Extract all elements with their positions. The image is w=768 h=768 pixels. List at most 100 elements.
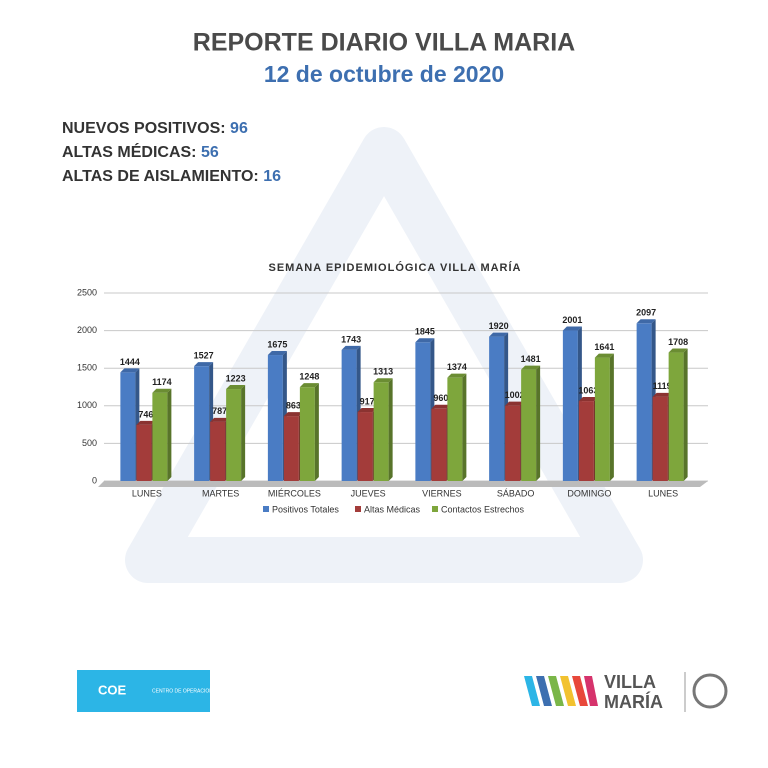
- coe-logo: [77, 670, 210, 712]
- y-tick-label: 500: [82, 438, 97, 448]
- bar-side: [241, 385, 246, 481]
- data-label: 1313: [373, 367, 393, 377]
- legend-swatch: [355, 506, 361, 512]
- data-label: 787: [212, 406, 227, 416]
- bar-top: [521, 365, 541, 370]
- stat-label: NUEVOS POSITIVOS:: [62, 120, 226, 137]
- x-tick-label: SÁBADO: [497, 488, 535, 498]
- seal: [692, 673, 728, 709]
- stat-label: ALTAS DE AISLAMIENTO:: [62, 168, 259, 185]
- data-label: 1920: [489, 321, 509, 331]
- bar: [373, 382, 389, 481]
- bar: [521, 369, 537, 481]
- legend-label: Positivos Totales: [272, 504, 339, 514]
- date: 12 de octubre de 2020: [264, 61, 504, 87]
- x-tick-label: MIÉRCOLES: [268, 488, 321, 498]
- stat: ALTAS MÉDICAS: 56: [62, 142, 219, 161]
- data-label: 2001: [562, 315, 582, 325]
- bar: [357, 412, 373, 481]
- bar-top: [505, 401, 525, 406]
- data-label: 863: [286, 400, 301, 410]
- stats: NUEVOS POSITIVOS: 96 ALTAS MÉDICAS: 56 A…: [62, 120, 281, 185]
- bar: [505, 405, 521, 481]
- bar: [120, 372, 136, 481]
- y-tick-label: 2000: [77, 325, 97, 335]
- bar: [415, 342, 431, 481]
- y-tick-label: 0: [92, 475, 97, 485]
- stat: NUEVOS POSITIVOS: 96: [62, 120, 248, 137]
- bar-top: [668, 348, 688, 353]
- data-label: 1223: [226, 373, 246, 383]
- x-tick-label: VIERNES: [422, 488, 462, 498]
- bar: [652, 396, 668, 481]
- x-tick-label: DOMINGO: [567, 488, 611, 498]
- city-text: VILLA: [604, 672, 656, 692]
- bar-top: [283, 412, 303, 417]
- data-label: 1374: [447, 362, 467, 372]
- bar-top: [578, 397, 598, 402]
- bar-top: [652, 392, 672, 397]
- legend-label: Contactos Estrechos: [441, 504, 525, 514]
- bar-side: [167, 388, 172, 481]
- bar-side: [536, 365, 541, 481]
- bar: [210, 421, 226, 481]
- city-text: MARÍA: [604, 691, 663, 712]
- data-label: 1174: [152, 377, 172, 387]
- data-label: 1708: [668, 337, 688, 347]
- data-label: 1481: [521, 354, 541, 364]
- legend-swatch: [432, 506, 438, 512]
- data-label: 1743: [341, 334, 361, 344]
- bar: [341, 349, 357, 481]
- data-label: 1063: [578, 385, 598, 395]
- bar-top: [447, 373, 467, 378]
- stat-value: 56: [201, 144, 219, 161]
- data-label: 1444: [120, 357, 140, 367]
- x-tick-label: LUNES: [132, 488, 162, 498]
- data-label: 746: [138, 409, 153, 419]
- x-tick-label: LUNES: [648, 488, 678, 498]
- bar: [267, 355, 283, 481]
- data-label: 1002: [505, 390, 525, 400]
- bar: [562, 330, 578, 481]
- bar: [636, 323, 652, 481]
- bar-top: [136, 420, 156, 425]
- stat-value: 16: [263, 168, 281, 185]
- legend-label: Altas Médicas: [364, 504, 421, 514]
- bar-top: [594, 353, 614, 358]
- bar-side: [609, 353, 614, 481]
- bar-top: [194, 362, 214, 367]
- city-logo-mark: [524, 676, 598, 706]
- data-label: 1527: [194, 351, 214, 361]
- stat-value: 96: [230, 120, 248, 137]
- bar-top: [299, 383, 319, 388]
- bar-top: [373, 378, 393, 383]
- bar: [194, 366, 210, 481]
- data-label: 1248: [299, 372, 319, 382]
- data-label: 1641: [594, 342, 614, 352]
- stat: ALTAS DE AISLAMIENTO: 16: [62, 168, 281, 185]
- legend-swatch: [263, 506, 269, 512]
- bar: [226, 389, 242, 481]
- y-tick-label: 1000: [77, 400, 97, 410]
- chart-title: SEMANA EPIDEMIOLÓGICA VILLA MARÍA: [269, 261, 522, 274]
- bar: [136, 424, 152, 481]
- y-tick-label: 2500: [77, 287, 97, 297]
- data-label: 1675: [267, 339, 287, 349]
- bar-top: [267, 351, 287, 356]
- bar-top: [489, 332, 509, 337]
- bar-top: [562, 326, 582, 331]
- bar-top: [226, 385, 246, 390]
- bar: [578, 401, 594, 481]
- bar: [299, 387, 315, 481]
- y-tick-label: 1500: [77, 363, 97, 373]
- data-label: 2097: [636, 308, 656, 318]
- bar-top: [415, 338, 435, 343]
- bar: [447, 377, 463, 481]
- bar-top: [152, 388, 172, 393]
- stat-label: ALTAS MÉDICAS:: [62, 142, 197, 161]
- bar: [594, 357, 610, 481]
- data-label: 917: [360, 396, 375, 406]
- bar: [668, 352, 684, 481]
- floor: [98, 481, 708, 487]
